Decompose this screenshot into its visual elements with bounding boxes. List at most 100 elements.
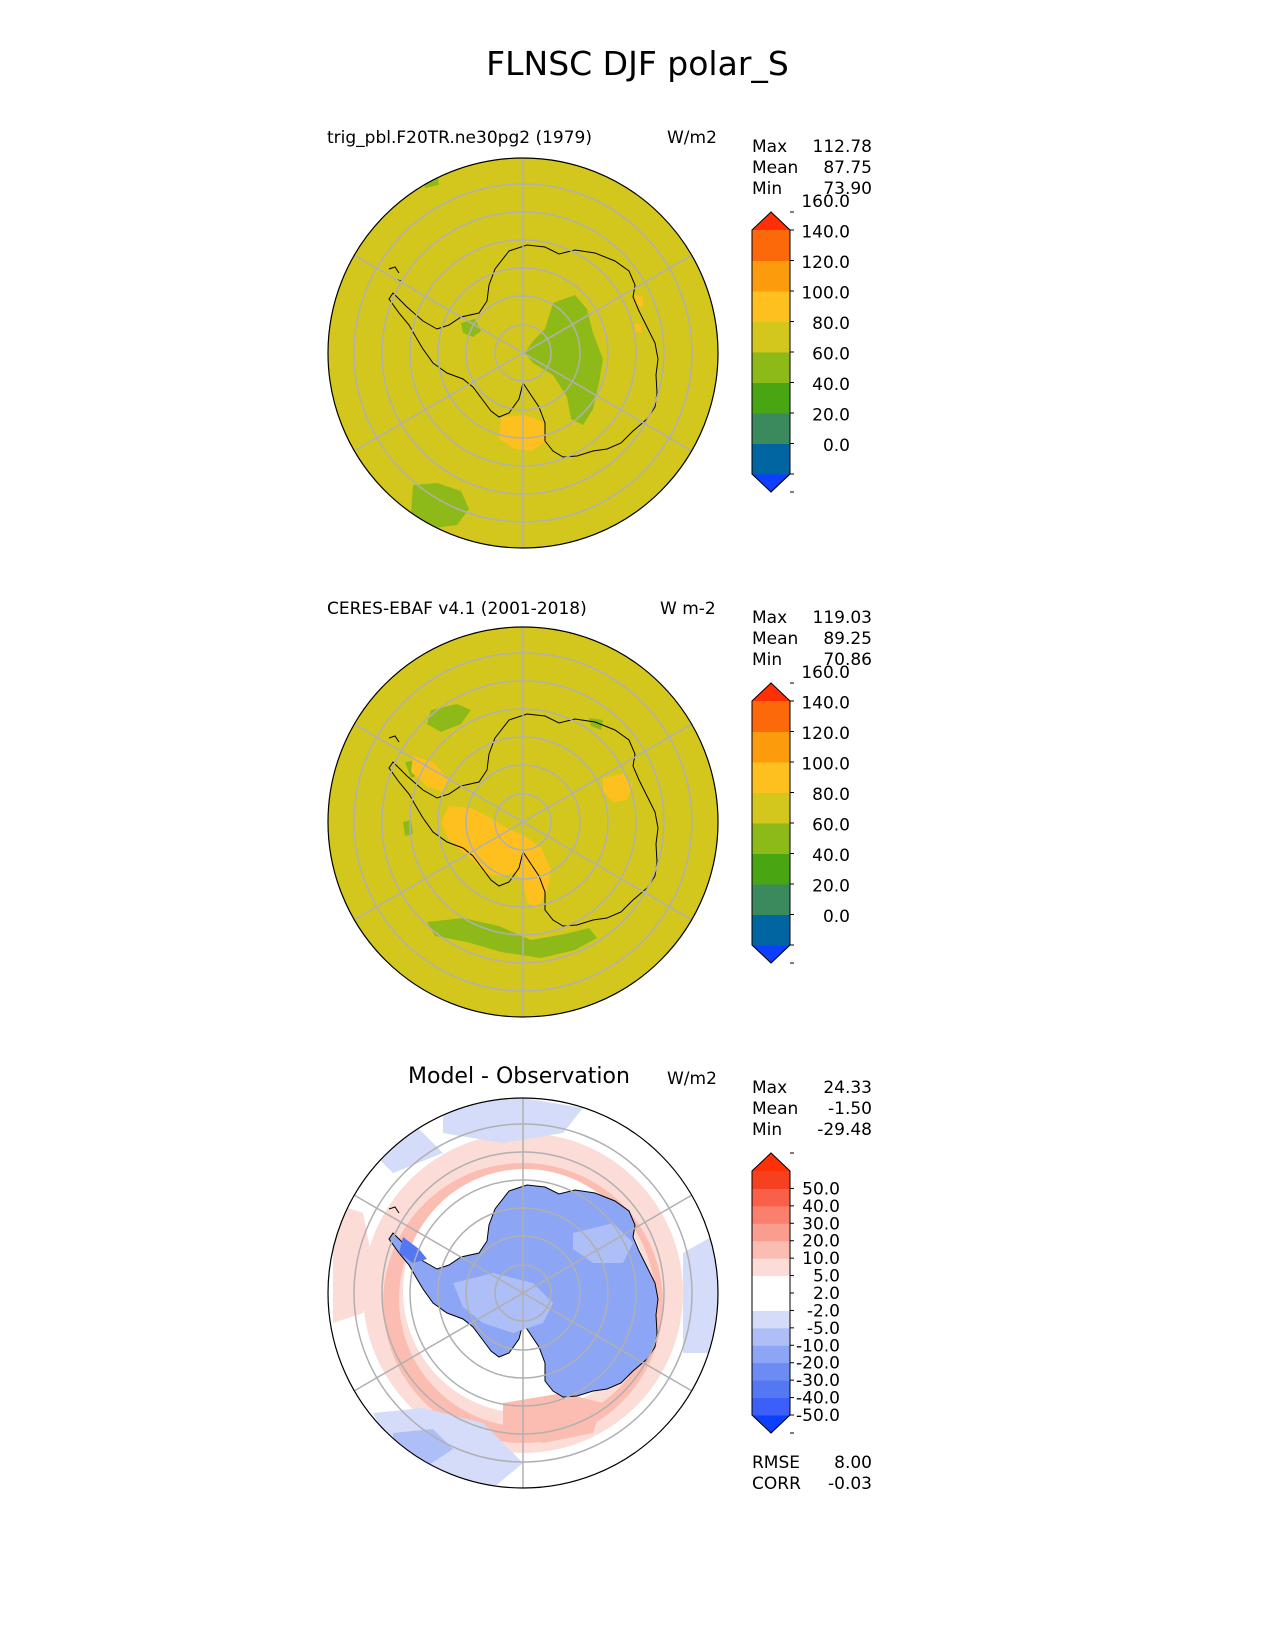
colorbar-tick-label: 40.0	[812, 375, 850, 395]
panel1-max-label: Max	[752, 137, 788, 157]
panel2-min-value: 70.86	[823, 650, 872, 670]
colorbar-tick-label: 50.0	[802, 1179, 840, 1199]
colorbar-tick-label: 2.0	[813, 1284, 840, 1304]
panel2-min-label: Min	[752, 650, 783, 670]
colorbar-segment	[752, 1310, 790, 1329]
colorbar-tick-label: -30.0	[796, 1371, 840, 1391]
colorbar-segment	[752, 1327, 790, 1346]
figure-title: FLNSC DJF polar_S	[486, 44, 789, 83]
colorbar-tick-label: 120.0	[801, 724, 850, 744]
colorbar-tick-label: 20.0	[812, 877, 850, 897]
colorbar-tick-label: 80.0	[812, 785, 850, 805]
colorbar-tick-label: 30.0	[802, 1214, 840, 1234]
colorbar-tick-label: 0.0	[823, 907, 850, 927]
colorbar-segment	[752, 382, 790, 414]
colorbar-tick-label: 120.0	[801, 253, 850, 273]
colorbar-extend-high	[752, 683, 790, 701]
panel1-min-label: Min	[752, 179, 783, 199]
panel1-title: trig_pbl.F20TR.ne30pg2 (1979)	[327, 128, 592, 148]
colorbar-tick-label: 20.0	[812, 406, 850, 426]
colorbar-segment	[752, 230, 790, 261]
colorbar-segment	[752, 291, 790, 322]
colorbar-panel1: 0.0 20.0 40.0 60.0 80.0 100.0 120.0 140.0 160.0	[751, 192, 850, 493]
panel2-map	[327, 626, 719, 1018]
colorbar-segment	[752, 413, 790, 444]
colorbar-segment	[752, 1205, 790, 1224]
colorbar-tick-label: 140.0	[801, 223, 850, 243]
colorbar-extend-low	[752, 474, 790, 492]
panel3-min-label: Min	[752, 1120, 783, 1140]
colorbar-tick-label: -10.0	[796, 1336, 840, 1356]
colorbar-segment	[752, 1171, 790, 1189]
colorbar-tick-label: -50.0	[796, 1406, 840, 1426]
panel2-units: W m-2	[660, 599, 716, 619]
panel3-map	[327, 1097, 719, 1489]
panel2-mean-label: Mean	[752, 629, 799, 649]
panel3-corr-label: CORR	[752, 1474, 801, 1494]
colorbar-tick-label: -2.0	[807, 1301, 840, 1321]
panel1-units: W/m2	[667, 128, 717, 148]
colorbar-segment	[752, 823, 790, 854]
colorbar-extend-low	[752, 1415, 790, 1433]
panel3-units: W/m2	[667, 1069, 717, 1089]
colorbar-segment	[752, 914, 790, 946]
panel3-mean-label: Mean	[752, 1099, 799, 1119]
colorbar-tick-label: 40.0	[812, 846, 850, 866]
colorbar-segment	[752, 1188, 790, 1207]
colorbar-tick-label: 20.0	[802, 1232, 840, 1252]
panel2-title: CERES-EBAF v4.1 (2001-2018)	[327, 599, 587, 619]
panel1-map	[327, 157, 719, 549]
colorbar-segment	[752, 1345, 790, 1364]
colorbar-panel3: -50.0-40.0-30.0-20.0-10.0-5.0-2.02.05.01…	[751, 1152, 840, 1434]
panel3-corr-value: -0.03	[828, 1474, 872, 1494]
panel1-min-value: 73.90	[823, 179, 872, 199]
colorbar-segment	[752, 1397, 790, 1416]
colorbar-tick-label: 10.0	[802, 1249, 840, 1269]
colorbar-extend-high	[752, 212, 790, 230]
colorbar-tick-label: -5.0	[807, 1319, 840, 1339]
panel3-mean-value: -1.50	[828, 1099, 872, 1119]
colorbar-tick-label: 160.0	[801, 663, 850, 683]
panel2-max-label: Max	[752, 608, 788, 628]
colorbar-tick-label: 160.0	[801, 192, 850, 212]
colorbar-segment	[752, 260, 790, 292]
panel3-min-value: -29.48	[817, 1120, 872, 1140]
colorbar-tick-label: 40.0	[802, 1197, 840, 1217]
colorbar-segment	[752, 443, 790, 475]
colorbar-segment	[752, 321, 790, 353]
panel3-rmse-label: RMSE	[752, 1453, 801, 1473]
colorbar-segment	[752, 792, 790, 824]
colorbar-tick-label: 5.0	[813, 1267, 840, 1287]
colorbar-segment	[752, 701, 790, 732]
colorbar-segment	[752, 352, 790, 383]
colorbar-extend-high	[752, 1153, 790, 1171]
panel3-max-label: Max	[752, 1078, 788, 1098]
colorbar-segment	[752, 884, 790, 915]
colorbar-tick-label: 0.0	[823, 436, 850, 456]
panel2-max-value: 119.03	[812, 608, 872, 628]
colorbar-segment	[752, 1240, 790, 1259]
colorbar-segment	[752, 1223, 790, 1242]
panel3-max-value: 24.33	[823, 1078, 872, 1098]
colorbar-segment	[752, 853, 790, 885]
colorbar-tick-label: 60.0	[812, 345, 850, 365]
panel3-title: Model - Observation	[408, 1064, 630, 1089]
colorbar-tick-label: 60.0	[812, 816, 850, 836]
colorbar-tick-label: 100.0	[801, 755, 850, 775]
colorbar-tick-label: 80.0	[812, 314, 850, 334]
colorbar-segment	[752, 1258, 790, 1277]
colorbar-tick-label: -20.0	[796, 1354, 840, 1374]
colorbar-tick-label: 100.0	[801, 284, 850, 304]
panel3-rmse-value: 8.00	[834, 1453, 872, 1473]
colorbar-segment	[752, 1362, 790, 1381]
colorbar-panel2: 0.0 20.0 40.0 60.0 80.0 100.0 120.0 140.0 160.0	[751, 663, 850, 964]
panel2-mean-value: 89.25	[823, 629, 872, 649]
panel1-max-value: 112.78	[812, 137, 872, 157]
panel1-mean-value: 87.75	[823, 158, 872, 178]
colorbar-tick-label: 140.0	[801, 694, 850, 714]
colorbar-segment	[752, 1380, 790, 1399]
colorbar-extend-low	[752, 945, 790, 963]
colorbar-tick-label: -40.0	[796, 1389, 840, 1409]
colorbar-segment	[752, 1275, 790, 1294]
